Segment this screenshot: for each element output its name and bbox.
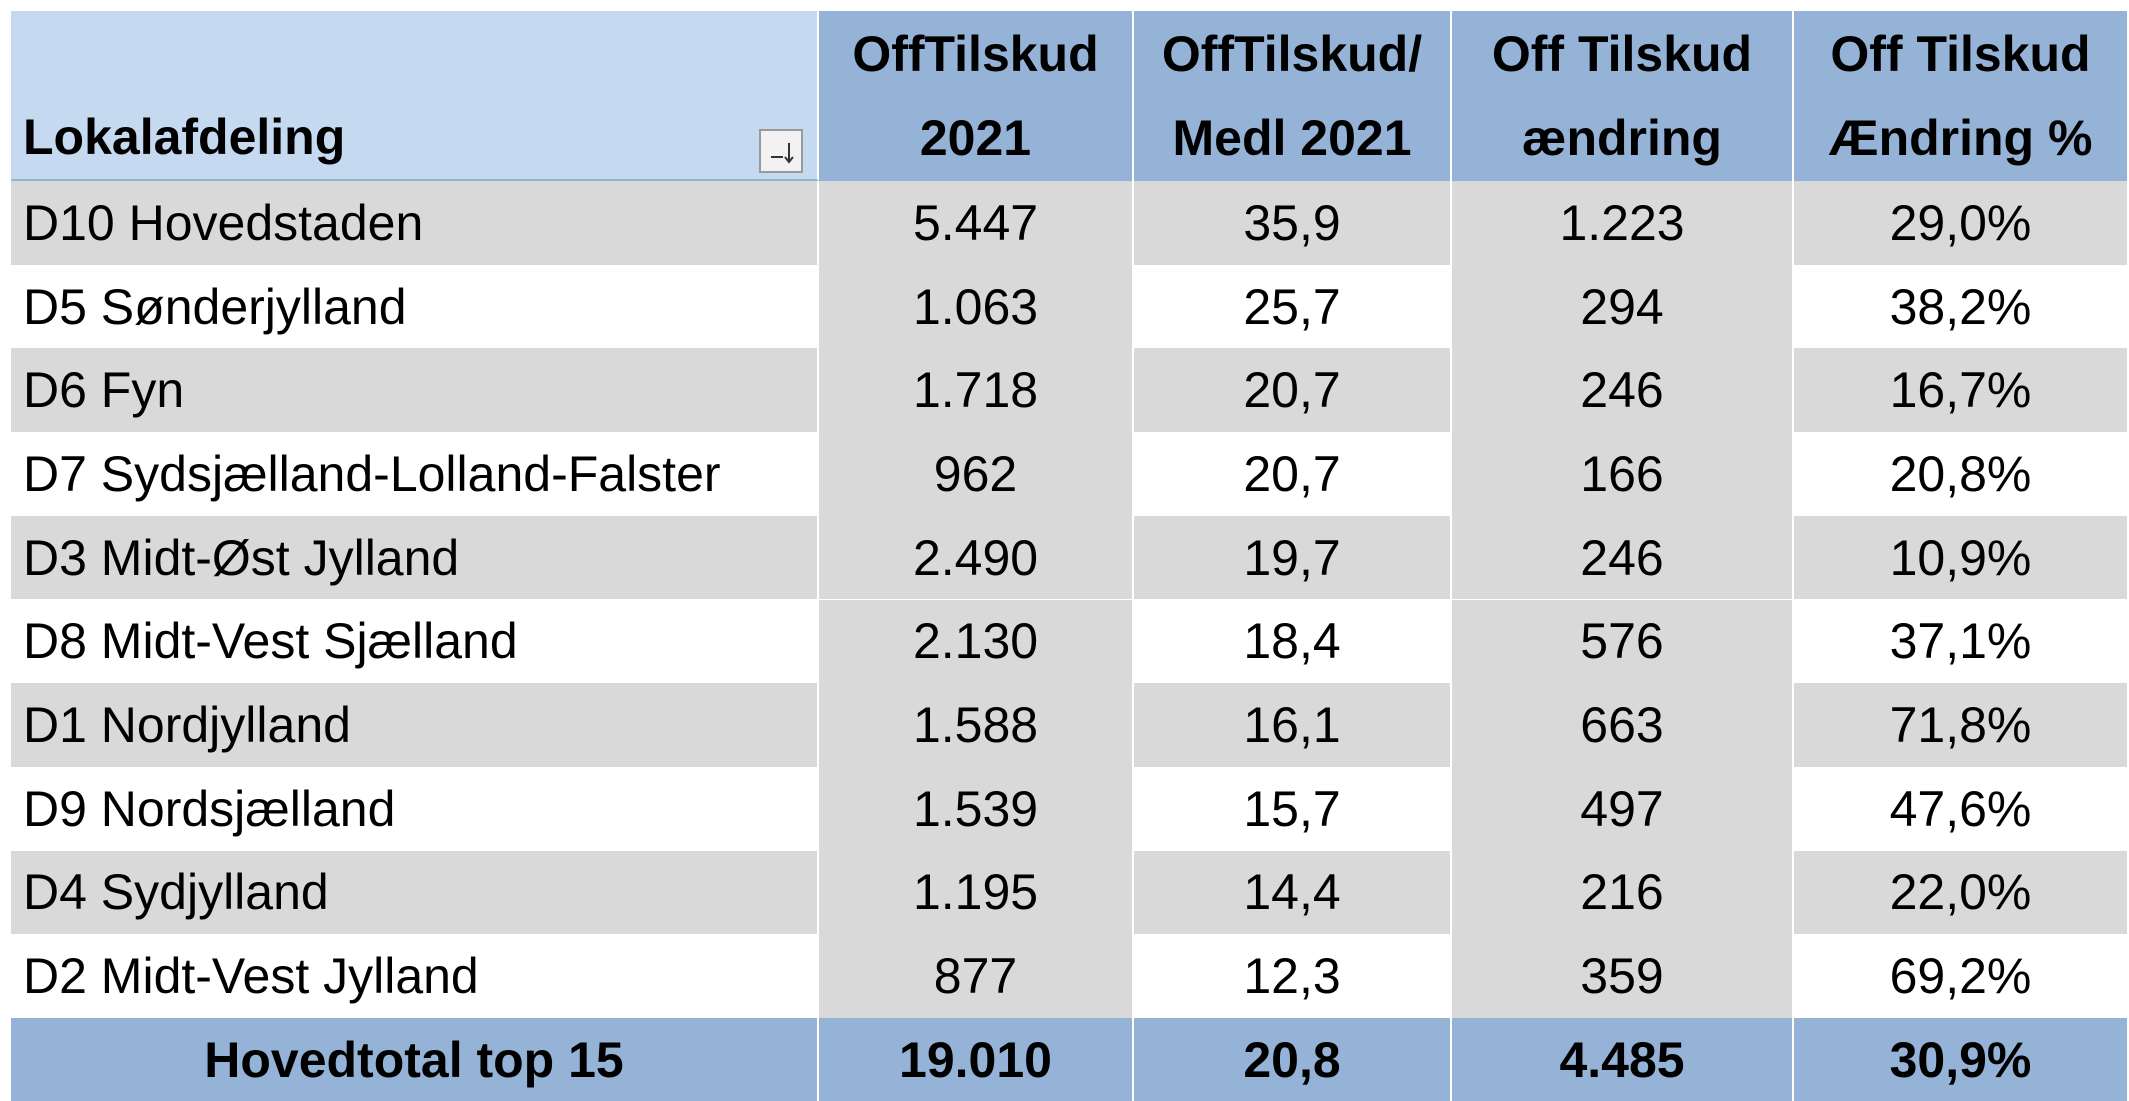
cell-value: 576 [1452,599,1794,684]
cell-value: 69,2% [1794,934,2129,1018]
row-label: D8 Midt-Vest Sjælland [11,599,819,684]
header-line: 2021 [919,110,1032,166]
row-label: D4 Sydjylland [11,850,819,935]
cell-value: 246 [1452,515,1794,600]
cell-value: 10,9% [1794,515,2129,600]
cell-value: 71,8% [1794,683,2129,767]
header-cell: Off Tilskud ændring [1452,11,1794,181]
total-cell: 30,9% [1794,1018,2129,1101]
row-label: D3 Midt-Øst Jylland [11,515,819,600]
cell-value: 22,0% [1794,850,2129,935]
cell-value: 20,7 [1134,348,1452,433]
cell-value: 1.195 [819,850,1134,935]
cell-value: 20,8% [1794,432,2129,516]
cell-value: 35,9 [1134,181,1452,265]
cell-value: 19,7 [1134,515,1452,600]
cell-value: 12,3 [1134,934,1452,1018]
cell-value: 1.588 [819,683,1134,767]
cell-value: 20,7 [1134,432,1452,516]
row-label: D2 Midt-Vest Jylland [11,934,819,1018]
total-cell: Hovedtotal top 15 [11,1018,819,1101]
cell-value: 294 [1452,264,1794,349]
filter-icon [771,143,794,164]
cell-value: 5.447 [819,181,1134,265]
header-line: OffTilskud/ [1161,26,1423,82]
cell-value: 15,7 [1134,766,1452,851]
cell-value: 962 [819,432,1134,516]
cell-value: 216 [1452,850,1794,935]
cell-value: 166 [1452,432,1794,516]
cell-value: 877 [819,934,1134,1018]
header-line: ændring [1522,110,1722,166]
header-line: Off Tilskud [1830,26,2091,82]
cell-value: 29,0% [1794,181,2129,265]
cell-value: 25,7 [1134,264,1452,349]
cell-value: 16,7% [1794,348,2129,433]
cell-value: 14,4 [1134,850,1452,935]
cell-value: 1.223 [1452,181,1794,265]
cell-value: 2.490 [819,515,1134,600]
cell-value: 16,1 [1134,683,1452,767]
cell-value: 1.063 [819,264,1134,349]
cell-value: 37,1% [1794,599,2129,684]
cell-value: 246 [1452,348,1794,433]
cell-value: 38,2% [1794,264,2129,349]
cell-value: 359 [1452,934,1794,1018]
header-cell: Lokalafdeling [11,11,819,181]
total-cell: 19.010 [819,1018,1134,1101]
cell-value: 663 [1452,683,1794,767]
row-label: D9 Nordsjælland [11,766,819,851]
header-line: Medl 2021 [1172,110,1412,166]
row-label: D6 Fyn [11,348,819,433]
header-line: Ændring % [1828,110,2093,166]
header-cell: Off Tilskud Ændring % [1794,11,2129,181]
cell-value: 2.130 [819,599,1134,684]
total-cell: 4.485 [1452,1018,1794,1101]
filter-button[interactable] [759,129,803,173]
cell-value: 18,4 [1134,599,1452,684]
header-cell: OffTilskud 2021 [819,11,1134,181]
row-label: D5 Sønderjylland [11,264,819,349]
row-label: D10 Hovedstaden [11,181,819,265]
row-label: D7 Sydsjælland-Lolland-Falster [11,432,819,516]
total-cell: 20,8 [1134,1018,1452,1101]
header-line: Lokalafdeling [23,109,346,165]
header-cell: OffTilskud/Medl 2021 [1134,11,1452,181]
header-line: Off Tilskud [1491,26,1753,82]
cell-value: 1.539 [819,766,1134,851]
cell-value: 47,6% [1794,766,2129,851]
row-label: D1 Nordjylland [11,683,819,767]
cell-value: 1.718 [819,348,1134,433]
cell-value: 497 [1452,766,1794,851]
header-line: OffTilskud [852,26,1099,82]
